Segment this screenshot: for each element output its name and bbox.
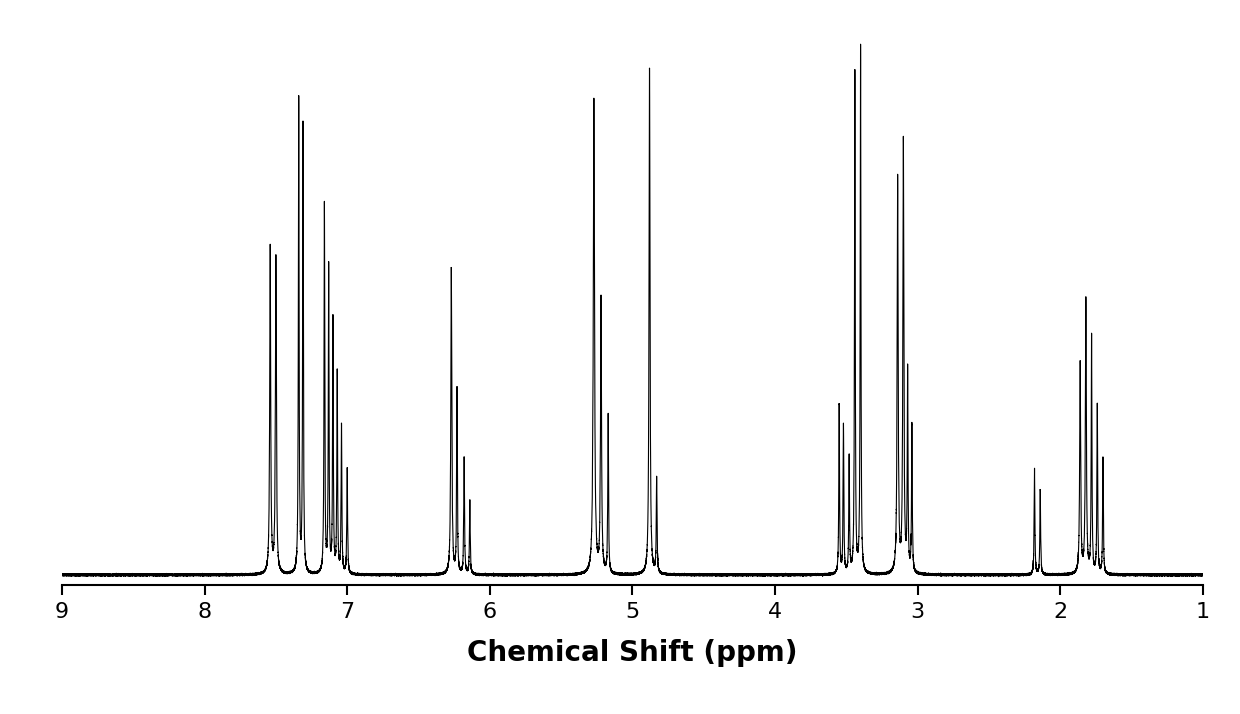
X-axis label: Chemical Shift (ppm): Chemical Shift (ppm) <box>467 639 797 667</box>
